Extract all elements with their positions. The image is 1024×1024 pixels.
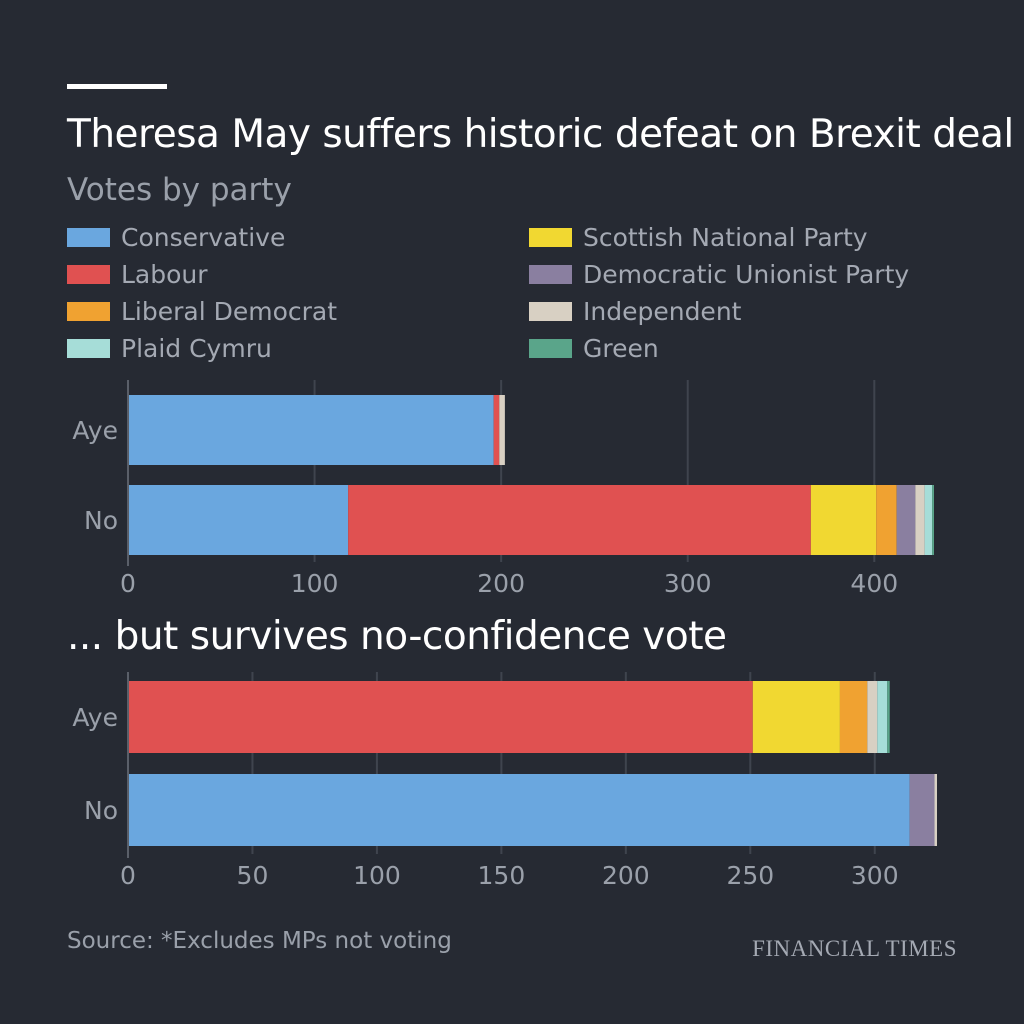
bar-segment-plaid-cymru [877, 681, 888, 753]
x-tick-label: 0 [120, 861, 136, 890]
y-category-label: No [84, 506, 118, 535]
bar-segment-conservative [128, 485, 349, 555]
legend-swatch [67, 264, 110, 284]
x-tick-label: 300 [851, 861, 899, 890]
legend-label: Labour [121, 259, 208, 289]
legend-swatch [67, 301, 110, 321]
legend-swatch [529, 227, 572, 247]
y-category-label: No [84, 796, 118, 825]
legend: Conservative Labour Liberal Democrat Pla… [67, 222, 967, 372]
chart-subtitle: Votes by party [67, 172, 292, 208]
bar-segment-labour [493, 395, 500, 465]
legend-item-green: Green [529, 333, 659, 363]
x-tick-label: 400 [850, 569, 898, 598]
legend-item-dup: Democratic Unionist Party [529, 259, 909, 289]
legend-label: Independent [583, 296, 742, 326]
bar-segment-labour [128, 681, 753, 753]
legend-label: Scottish National Party [583, 222, 868, 252]
bar-segment-independent [499, 395, 505, 465]
bar-segment-independent [915, 485, 925, 555]
bar-segment-democratic-unionist-party [896, 485, 916, 555]
legend-label: Conservative [121, 222, 286, 252]
bar-segment-conservative [128, 395, 494, 465]
legend-swatch [529, 264, 572, 284]
x-tick-label: 100 [353, 861, 401, 890]
y-category-label: Aye [72, 703, 118, 732]
legend-swatch [529, 338, 572, 358]
legend-label: Plaid Cymru [121, 333, 272, 363]
bar-segment-scottish-national-party [810, 485, 877, 555]
y-category-label: Aye [72, 416, 118, 445]
legend-label: Democratic Unionist Party [583, 259, 910, 289]
x-tick-label: 100 [291, 569, 339, 598]
section-title: ... but survives no-confidence vote [67, 614, 727, 659]
bar-segment-plaid-cymru [924, 485, 933, 555]
source-note: Source: *Excludes MPs not voting [67, 928, 452, 954]
brand-logo: FINANCIAL TIMES [752, 936, 957, 961]
bar-segment-scottish-national-party [752, 681, 840, 753]
legend-item-liberal-democrat: Liberal Democrat [67, 296, 337, 326]
x-tick-label: 200 [602, 861, 650, 890]
legend-item-conservative: Conservative [67, 222, 285, 252]
x-tick-label: 0 [120, 569, 136, 598]
legend-swatch [67, 338, 110, 358]
legend-swatch [67, 227, 110, 247]
chart-title: Theresa May suffers historic defeat on B… [67, 112, 1024, 157]
bar-segment-liberal-democrat [876, 485, 897, 555]
bar-segment-independent [934, 774, 937, 846]
bar-segment-democratic-unionist-party [909, 774, 935, 846]
x-tick-label: 50 [237, 861, 269, 890]
no-confidence-vote-chart: 0 50 100 150 200 250 300 Aye No [72, 672, 937, 890]
x-tick-label: 300 [664, 569, 712, 598]
legend-label: Green [583, 333, 659, 363]
bar-segment-liberal-democrat [839, 681, 868, 753]
legend-item-labour: Labour [67, 259, 208, 289]
bar-segment-green [887, 681, 890, 753]
bar-segment-independent [867, 681, 878, 753]
x-tick-label: 150 [478, 861, 526, 890]
bar-segment-conservative [128, 774, 910, 846]
bar-segment-labour [348, 485, 811, 555]
bar-segment-green [932, 485, 934, 555]
legend-label: Liberal Democrat [121, 296, 338, 326]
accent-rule [67, 84, 167, 89]
legend-item-plaid-cymru: Plaid Cymru [67, 333, 272, 363]
legend-swatch [529, 301, 572, 321]
x-tick-label: 250 [726, 861, 774, 890]
x-tick-label: 200 [477, 569, 525, 598]
legend-item-snp: Scottish National Party [529, 222, 868, 252]
legend-item-independent: Independent [529, 296, 741, 326]
brexit-deal-vote-chart: 0 100 200 300 400 Aye No [72, 380, 934, 598]
